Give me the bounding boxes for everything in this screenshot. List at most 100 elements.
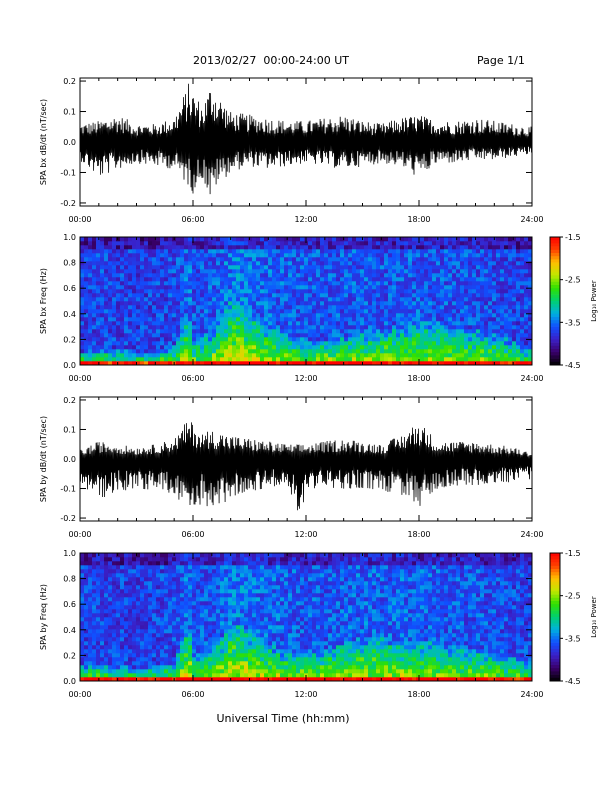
heatmap-cell [140,649,145,654]
heatmap-cell [428,329,433,334]
heatmap-cell [112,269,117,274]
heatmap-cell [452,361,457,366]
heatmap-cell [172,269,177,274]
heatmap-cell [404,313,409,318]
heatmap-cell [460,241,465,246]
heatmap-cell [432,245,437,250]
heatmap-cell [136,677,141,682]
heatmap-cell [132,557,137,562]
heatmap-cell [120,553,125,558]
heatmap-cell [124,289,129,294]
heatmap-cell [92,353,97,358]
heatmap-cell [244,257,249,262]
heatmap-cell [436,241,441,246]
heatmap-cell [236,277,241,282]
heatmap-cell [88,593,93,598]
heatmap-cell [184,669,189,674]
heatmap-cell [136,309,141,314]
heatmap-cell [104,585,109,590]
heatmap-cell [324,241,329,246]
heatmap-cell [160,641,165,646]
heatmap-cell [136,637,141,642]
heatmap-cell [176,625,181,630]
heatmap-cell [348,337,353,342]
heatmap-cell [248,329,253,334]
heatmap-cell [308,337,313,342]
heatmap-cell [388,341,393,346]
heatmap-cell [104,649,109,654]
heatmap-cell [500,237,505,242]
heatmap-cell [112,669,117,674]
x-tick-label: 06:00 [181,215,204,224]
heatmap-cell [392,329,397,334]
heatmap-cell [84,317,89,322]
heatmap-cell [352,329,357,334]
heatmap-cell [160,589,165,594]
heatmap-cell [124,249,129,254]
heatmap-cell [104,609,109,614]
heatmap-cell [412,325,417,330]
heatmap-cell [92,557,97,562]
heatmap-cell [160,633,165,638]
heatmap-cell [212,605,217,610]
heatmap-cell [200,341,205,346]
heatmap-cell [208,569,213,574]
heatmap-cell [152,317,157,322]
heatmap-cell [100,305,105,310]
heatmap-cell [320,253,325,258]
heatmap-cell [524,285,529,290]
heatmap-cell [496,317,501,322]
heatmap-cell [520,281,525,286]
heatmap-cell [120,569,125,574]
heatmap-cell [396,281,401,286]
heatmap-cell [124,333,129,338]
heatmap-cell [304,297,309,302]
heatmap-cell [236,333,241,338]
heatmap-cell [428,245,433,250]
heatmap-cell [256,285,261,290]
heatmap-cell [124,609,129,614]
heatmap-cell [196,573,201,578]
heatmap-cell [200,613,205,618]
heatmap-cell [352,345,357,350]
heatmap-cell [264,261,269,266]
heatmap-cell [236,289,241,294]
heatmap-cell [84,649,89,654]
heatmap-cell [156,613,161,618]
heatmap-cell [236,337,241,342]
heatmap-cell [200,265,205,270]
heatmap-cell [96,553,101,558]
heatmap-cell [512,253,517,258]
heatmap-cell [156,325,161,330]
heatmap-cell [340,289,345,294]
heatmap-cell [428,301,433,306]
heatmap-cell [180,325,185,330]
heatmap-cell [384,269,389,274]
heatmap-cell [164,237,169,242]
heatmap-cell [240,345,245,350]
heatmap-cell [356,281,361,286]
heatmap-cell [280,313,285,318]
heatmap-cell [132,665,137,670]
heatmap-cell [92,649,97,654]
heatmap-cell [376,329,381,334]
heatmap-cell [328,353,333,358]
heatmap-cell [172,293,177,298]
heatmap-cell [224,245,229,250]
heatmap-cell [424,241,429,246]
heatmap-cell [156,305,161,310]
heatmap-cell [128,341,133,346]
heatmap-cell [104,297,109,302]
heatmap-cell [208,673,213,678]
heatmap-cell [156,261,161,266]
heatmap-cell [424,353,429,358]
heatmap-cell [344,289,349,294]
heatmap-cell [136,241,141,246]
heatmap-cell [500,309,505,314]
heatmap-cell [116,561,121,566]
heatmap-cell [144,329,149,334]
heatmap-cell [144,673,149,678]
heatmap-cell [232,353,237,358]
heatmap-cell [80,353,85,358]
heatmap-cell [116,621,121,626]
